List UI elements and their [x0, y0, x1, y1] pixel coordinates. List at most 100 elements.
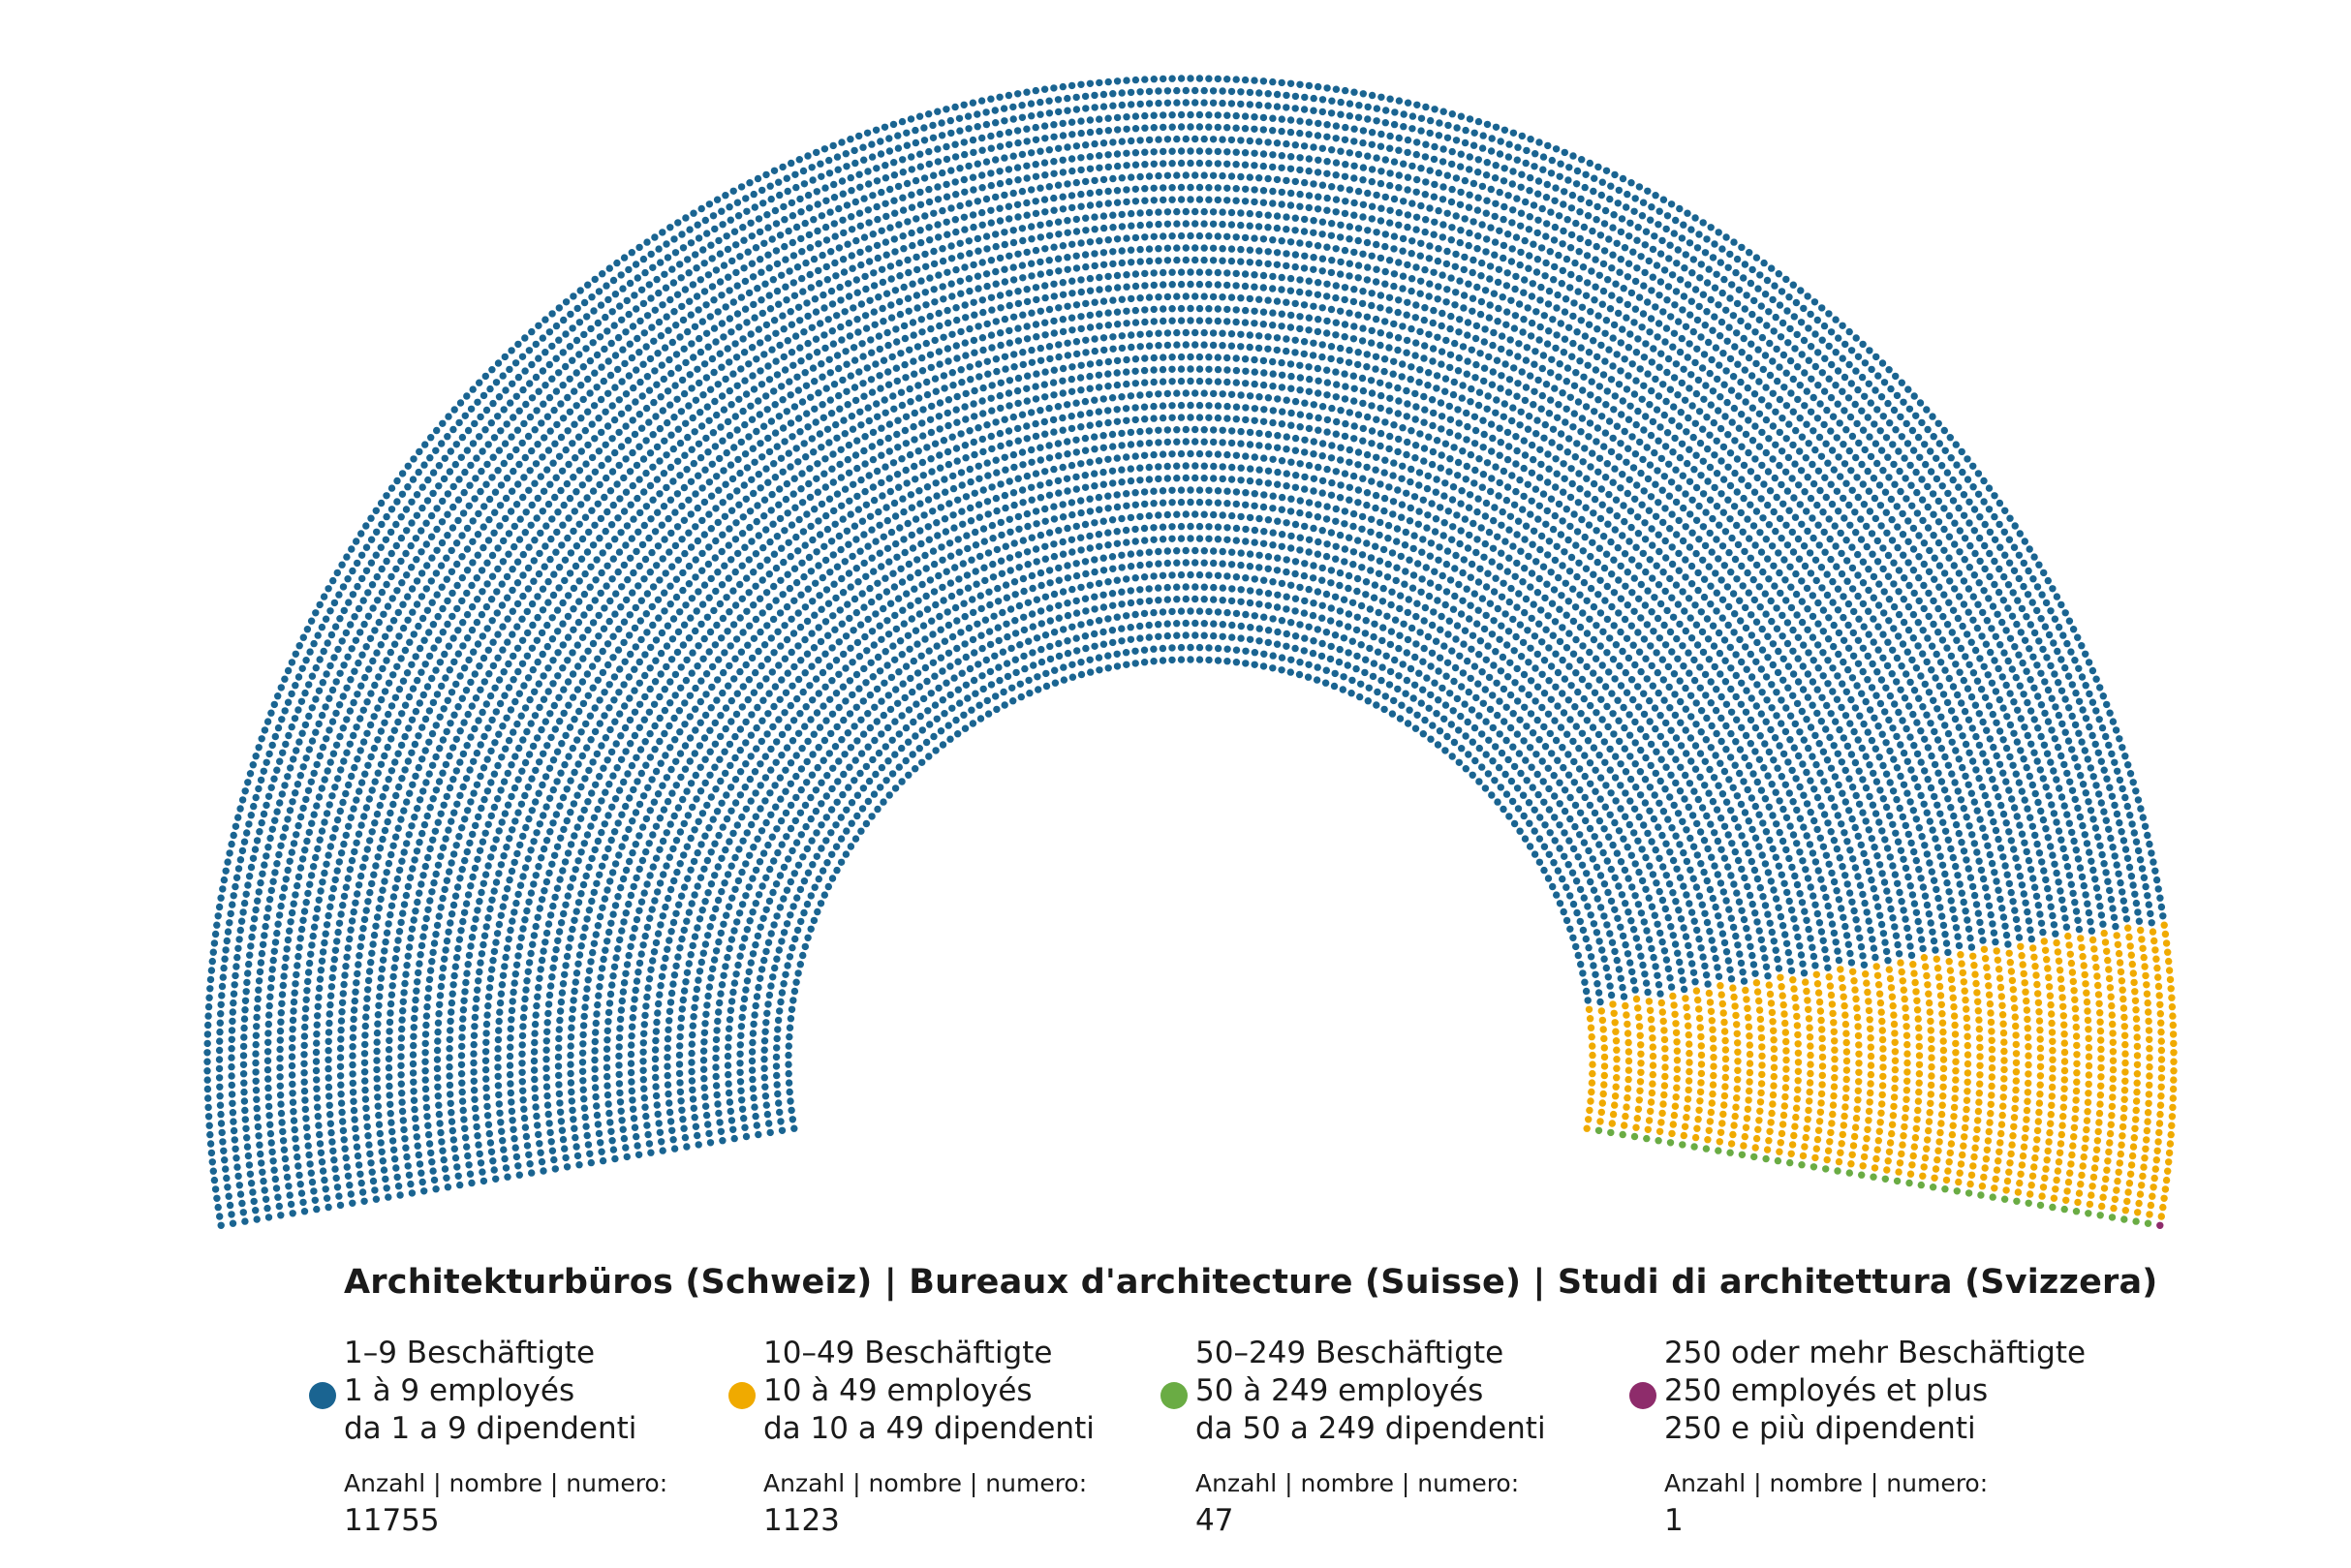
seat-dot [865, 472, 873, 479]
seat-dot [737, 438, 745, 446]
seat-dot [806, 244, 815, 252]
seat-dot [422, 779, 430, 786]
seat-dot [372, 862, 380, 870]
seat-dot [590, 307, 598, 315]
seat-dot [839, 515, 847, 523]
seat-dot [240, 1097, 249, 1105]
seat-dot [939, 583, 946, 592]
seat-dot [467, 733, 475, 741]
seat-dot [731, 340, 739, 348]
seat-dot [594, 837, 603, 845]
seat-dot [561, 970, 569, 978]
seat-dot [402, 970, 410, 978]
seat-dot [803, 410, 811, 417]
seat-dot [782, 970, 789, 978]
seat-dot [806, 682, 814, 690]
seat-dot [479, 588, 486, 596]
seat-dot [790, 1124, 798, 1132]
seat-dot [449, 612, 456, 621]
seat-dot [329, 1147, 337, 1155]
seat-dot [625, 372, 634, 380]
seat-dot [882, 743, 889, 751]
seat-dot [422, 1012, 431, 1020]
seat-dot [719, 531, 727, 538]
seat-dot [775, 300, 783, 308]
seat-dot [968, 706, 975, 714]
seat-dot [635, 832, 643, 840]
seat-dot [307, 872, 316, 879]
seat-dot [794, 861, 803, 869]
seat-dot [670, 1145, 679, 1153]
seat-dot [704, 343, 712, 351]
seat-dot [670, 812, 678, 820]
seat-dot [449, 634, 457, 642]
seat-dot [535, 354, 542, 362]
seat-dot [906, 450, 914, 459]
seat-dot [646, 807, 654, 815]
seat-dot [878, 424, 885, 432]
seat-dot [846, 614, 853, 623]
seat-dot [637, 424, 646, 432]
seat-dot [657, 259, 665, 266]
seat-dot [722, 704, 730, 712]
seat-dot [657, 670, 665, 678]
seat-dot [266, 1129, 275, 1138]
seat-dot [463, 446, 472, 454]
seat-dot [532, 872, 540, 879]
seat-dot [613, 480, 621, 488]
seat-dot [903, 590, 911, 598]
seat-dot [500, 1146, 508, 1153]
seat-dot [841, 430, 849, 438]
seat-dot [460, 908, 469, 916]
seat-dot [518, 1068, 526, 1077]
seat-dot [841, 558, 849, 566]
seat-dot [345, 781, 353, 789]
seat-dot [980, 564, 988, 571]
seat-dot [697, 958, 705, 967]
seat-dot [447, 919, 454, 927]
seat-dot [265, 1011, 273, 1019]
seat-dot [203, 1039, 211, 1048]
seat-dot [790, 403, 799, 411]
seat-dot [434, 1092, 442, 1100]
seat-dot [482, 1030, 490, 1037]
seat-dot [906, 645, 913, 653]
seat-dot [674, 953, 682, 961]
seat-dot [882, 463, 889, 471]
seat-dot [216, 1028, 224, 1036]
seat-dot [399, 677, 408, 685]
seat-dot [824, 600, 833, 607]
seat-dot [370, 713, 378, 721]
seat-dot [411, 1014, 418, 1023]
seat-dot [969, 720, 977, 727]
seat-dot [648, 906, 656, 913]
seat-dot [461, 988, 469, 996]
seat-dot [408, 564, 416, 571]
seat-dot [449, 901, 458, 909]
seat-dot [855, 653, 864, 661]
seat-dot [587, 958, 595, 966]
seat-dot [325, 1083, 333, 1091]
seat-dot [669, 445, 677, 453]
seat-dot [562, 330, 570, 338]
seat-dot [818, 821, 825, 829]
seat-dot [815, 517, 822, 525]
seat-dot [642, 437, 650, 445]
seat-dot [898, 712, 906, 720]
seat-dot [696, 968, 704, 975]
seat-dot [738, 703, 746, 711]
seat-dot [963, 532, 971, 539]
seat-dot [806, 493, 815, 502]
seat-dot [524, 674, 533, 682]
seat-dot [617, 1006, 626, 1014]
seat-dot [904, 519, 912, 528]
seat-dot [862, 679, 870, 687]
seat-dot [698, 484, 706, 492]
seat-dot [740, 995, 749, 1003]
seat-dot [703, 613, 712, 621]
seat-dot [437, 1128, 445, 1137]
seat-dot [473, 781, 481, 788]
seat-dot [434, 612, 442, 621]
seat-dot [775, 716, 783, 723]
seat-dot [955, 575, 963, 583]
